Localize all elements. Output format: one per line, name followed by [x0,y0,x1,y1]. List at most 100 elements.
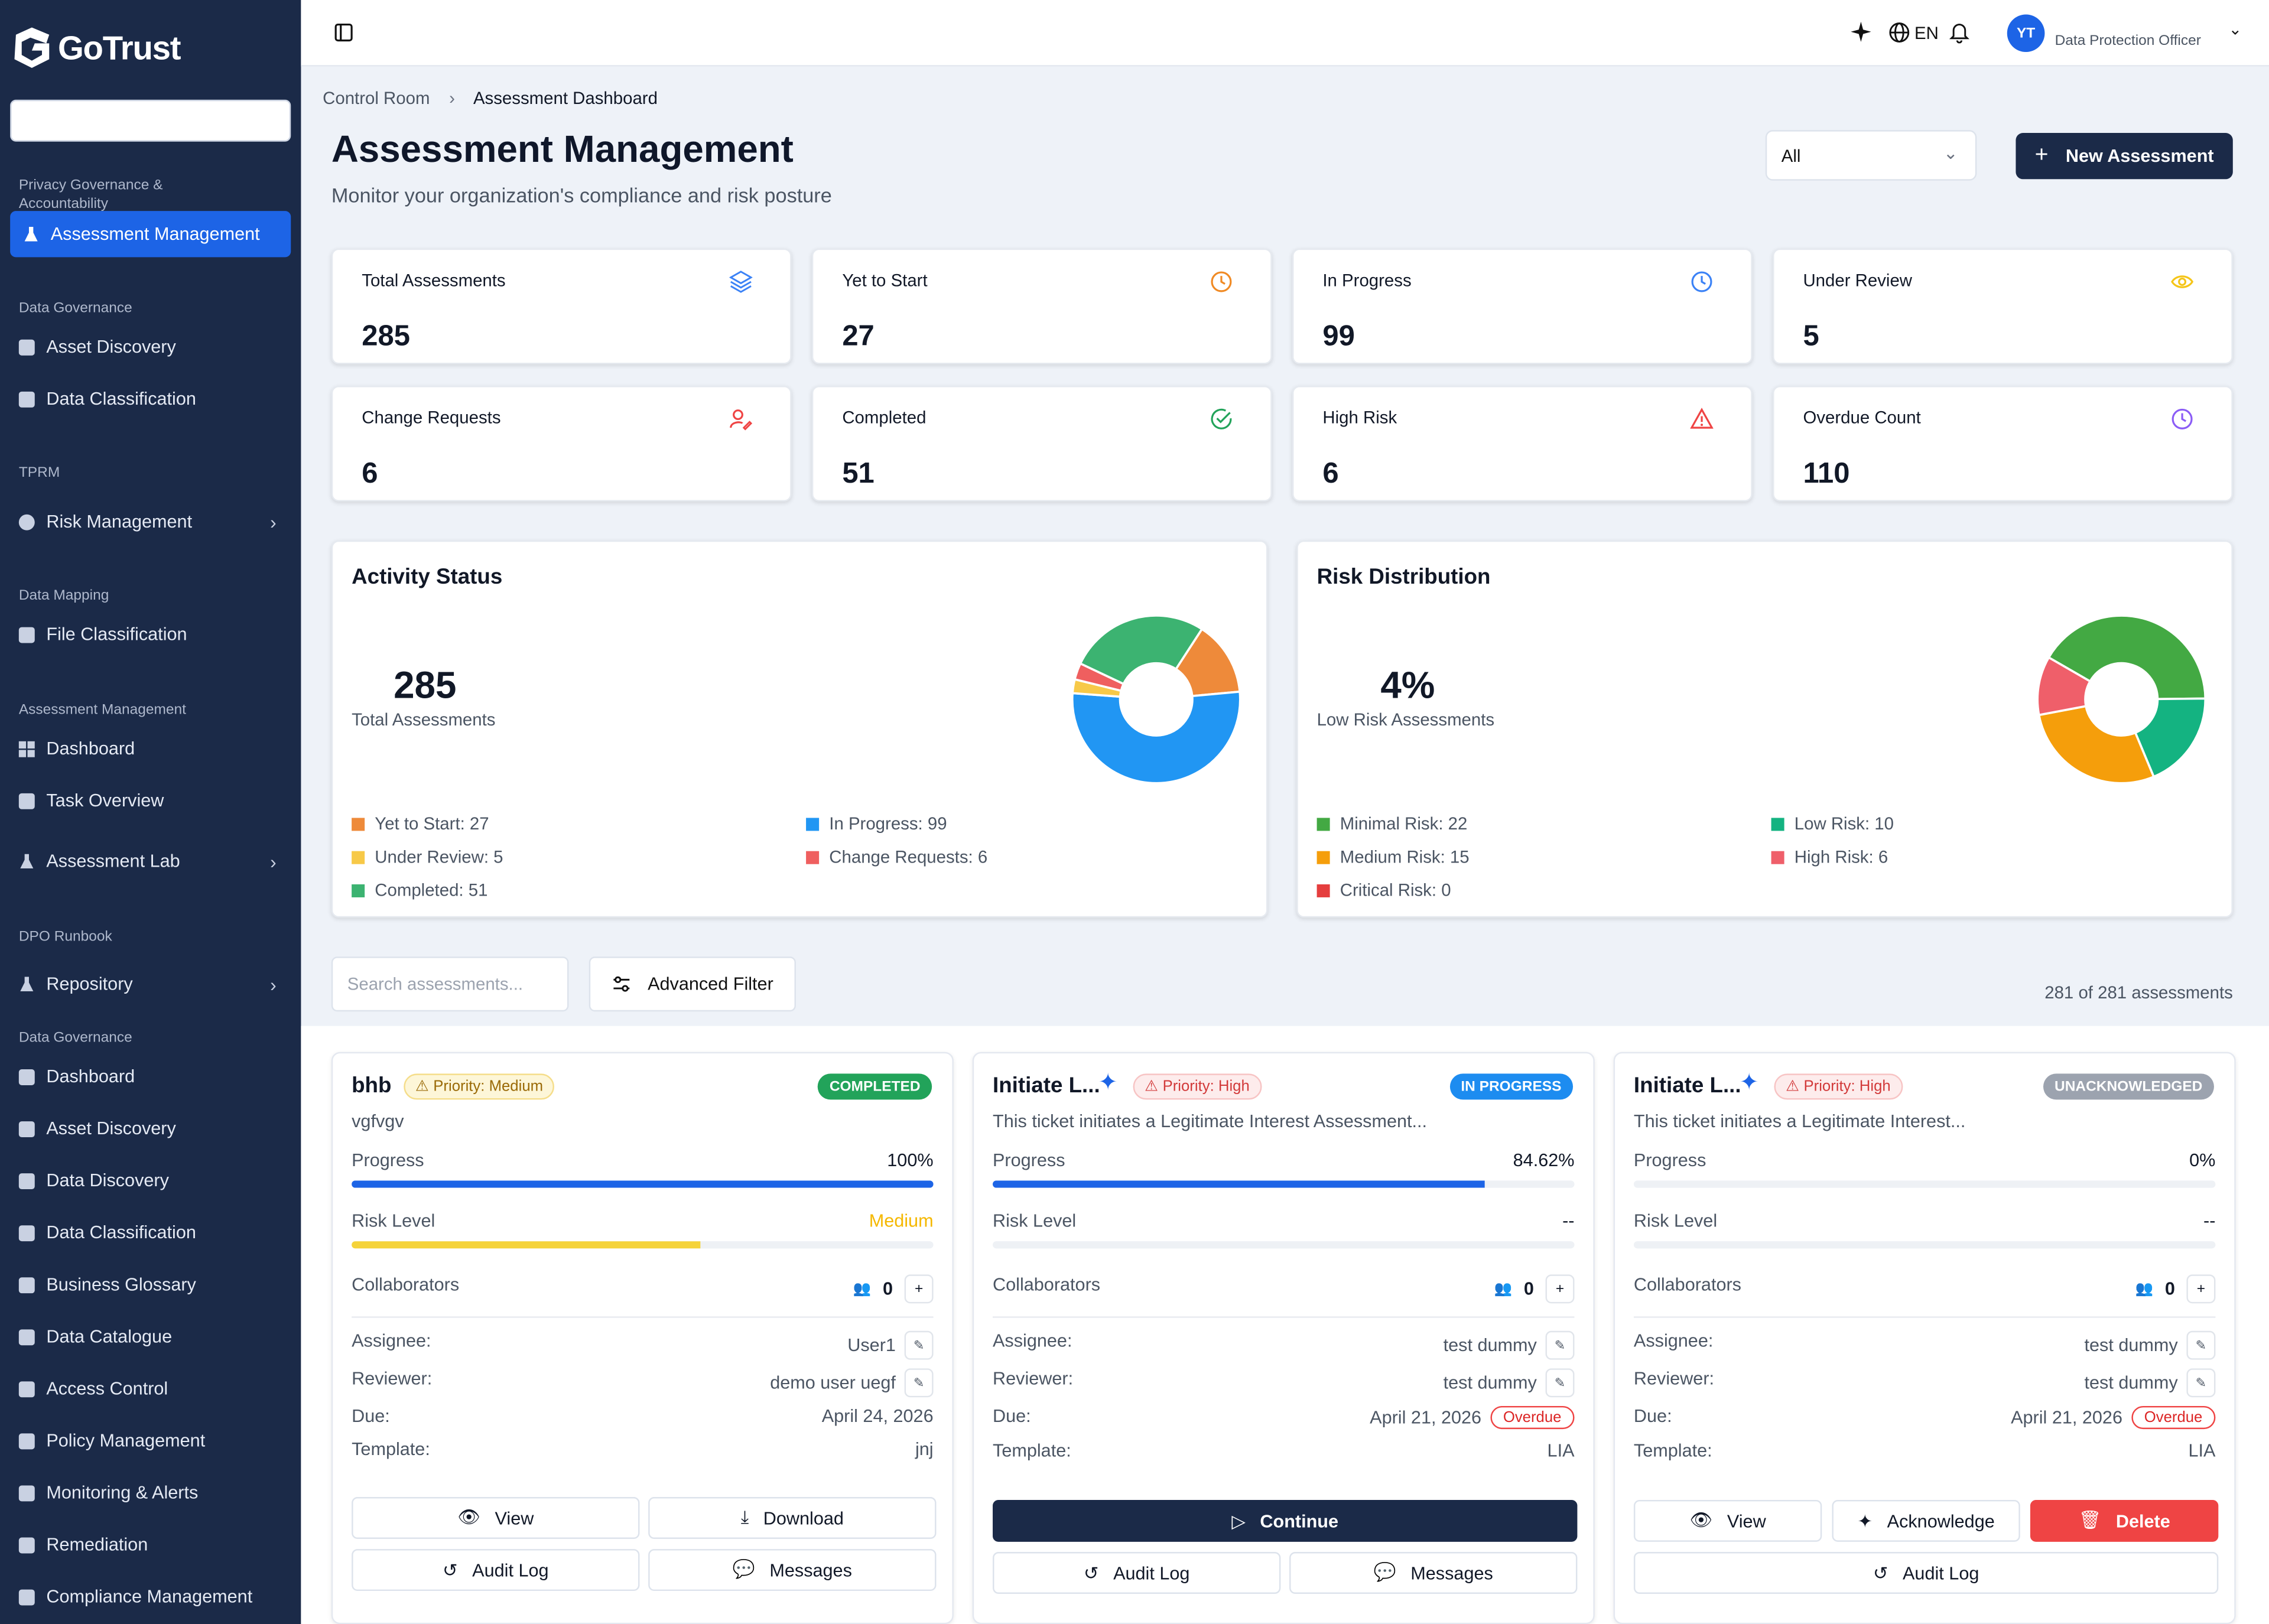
history-icon: ↺ [1873,1563,1888,1584]
view-button[interactable]: 👁 View [352,1497,640,1539]
sidebar-item-dg-asset-discovery[interactable]: Asset Discovery [18,1114,291,1143]
view-label: View [1727,1511,1766,1531]
assignee-label: Assignee: [352,1330,431,1352]
stat-card-total[interactable]: Total Assessments 285 [331,248,792,364]
sidebar-item-business-glossary[interactable]: Business Glossary [18,1270,291,1299]
language-selector[interactable]: EN [1914,23,1939,44]
sidebar-section-title: Privacy Governance & Accountability [18,177,163,213]
activity-slice-completed[interactable] [1078,614,1204,686]
sidebar-item-policy-management[interactable]: Policy Management [18,1426,291,1455]
stat-card-under-review[interactable]: Under Review 5 [1773,248,2233,364]
user-edit-icon: ✎ [1554,1375,1566,1389]
clock-icon [1691,271,1712,292]
advanced-filter-button[interactable]: Advanced Filter [589,956,796,1012]
breadcrumb-parent[interactable]: Control Room [323,88,430,109]
change-reviewer-button[interactable]: ✎ [904,1368,934,1398]
sidebar-item-dg-dashboard[interactable]: Dashboard [18,1062,291,1091]
chevron-down-icon[interactable]: ⌄ [2228,21,2242,40]
add-collaborator-button[interactable]: + [904,1274,934,1304]
stat-card-yet-to-start[interactable]: Yet to Start 27 [811,248,1272,364]
sidebar-item-remediation[interactable]: Remediation [18,1530,291,1559]
stat-card-in-progress[interactable]: In Progress 99 [1292,248,1753,364]
stat-card-high-risk[interactable]: High Risk 6 [1292,386,1753,502]
sidebar-toggle-icon[interactable] [334,23,353,42]
sidebar-item-risk-management[interactable]: Risk Management › [18,507,291,536]
sidebar-item-repository[interactable]: Repository › [19,969,291,998]
assessment-card[interactable]: Initiate L... ✦ ⚠ Priority: High IN PROGR… [972,1052,1595,1624]
sidebar-item-dg-data-classification[interactable]: Data Classification [18,1218,291,1247]
legend-item: Medium Risk: 15 [1316,847,1470,867]
sparkle-icon[interactable] [1849,20,1873,43]
audit-log-button[interactable]: ↺ Audit Log [1633,1552,2219,1594]
change-assignee-button[interactable]: ✎ [2186,1330,2216,1360]
acknowledge-button[interactable]: ✦ Acknowledge [1832,1499,2020,1542]
add-collaborator-button[interactable]: + [2186,1274,2216,1304]
risk-slice-low-risk[interactable] [2134,697,2207,779]
edit-icon [18,1433,35,1449]
globe-icon[interactable] [1888,22,1910,44]
change-reviewer-button[interactable]: ✎ [2186,1368,2216,1398]
messages-button[interactable]: 💬 Messages [1289,1552,1578,1594]
stat-card-completed[interactable]: Completed 51 [811,386,1272,502]
assessment-card[interactable]: bhb ⚠ Priority: Medium COMPLETED vgfvgv P… [331,1052,954,1624]
status-filter-select[interactable]: All ⌄ [1765,130,1977,181]
legend-label: Medium Risk: 15 [1340,847,1470,867]
sidebar-item-asset-discovery[interactable]: Asset Discovery [18,333,291,362]
activity-donut-chart[interactable] [1071,614,1241,785]
sidebar-item-assessment-management[interactable]: Assessment Management [10,211,291,258]
trash-icon: 🗑 [2078,1510,2102,1531]
assessment-card[interactable]: Initiate L... ✦ ⚠ Priority: High UNACKNOW… [1613,1052,2236,1624]
risk-label: Risk Level [352,1210,435,1231]
sidebar-search-input[interactable] [10,99,291,142]
sidebar-item-monitoring-alerts[interactable]: Monitoring & Alerts [18,1478,291,1507]
sidebar-item-dashboard[interactable]: Dashboard [18,734,291,763]
messages-button[interactable]: 💬 Messages [648,1549,937,1592]
continue-button[interactable]: ▷ Continue [993,1499,1578,1542]
user-plus-icon: + [1555,1281,1565,1297]
sidebar-item-access-control[interactable]: Access Control [18,1374,291,1403]
add-collaborator-button[interactable]: + [1545,1274,1575,1304]
sidebar-item-data-discovery[interactable]: Data Discovery [18,1166,291,1195]
legend-label: Under Review: 5 [375,847,503,867]
sidebar-item-task-overview[interactable]: Task Overview [18,786,291,815]
sidebar-item-file-classification[interactable]: File Classification [18,620,291,649]
priority-badge: ⚠ Priority: High [1133,1073,1262,1100]
edit-icon [18,1120,35,1137]
divider [1633,1316,2216,1318]
sidebar-item-label: Asset Discovery [46,1118,176,1139]
due-value: April 24, 2026 [821,1405,934,1427]
stat-card-change-requests[interactable]: Change Requests 6 [331,386,792,502]
brand-logo[interactable]: GoTrust [12,26,181,69]
sidebar-item-data-catalogue[interactable]: Data Catalogue [18,1322,291,1351]
change-assignee-button[interactable]: ✎ [904,1330,934,1360]
delete-button[interactable]: 🗑 Delete [2030,1499,2219,1542]
risk-slice-minimal-risk[interactable] [2047,614,2207,701]
assessment-search-input[interactable]: Search assessments... [331,956,569,1012]
risk-slice-high-risk[interactable] [2036,656,2092,717]
stat-card-overdue[interactable]: Overdue Count 110 [1773,386,2233,502]
view-button[interactable]: 👁 View [1633,1499,1822,1542]
change-reviewer-button[interactable]: ✎ [1545,1368,1575,1398]
audit-log-button[interactable]: ↺ Audit Log [993,1552,1281,1594]
risk-slice-medium-risk[interactable] [2037,705,2156,785]
audit-log-button[interactable]: ↺ Audit Log [352,1549,640,1592]
template-label: Template: [993,1440,1071,1461]
chevron-right-icon: › [270,510,277,533]
sliders-icon [613,976,629,992]
due-label: Due: [1633,1405,1672,1427]
risk-donut-chart[interactable] [2036,614,2207,785]
download-icon: ⤓ [740,1507,749,1528]
user-role[interactable]: Data Protection Officer [2055,33,2201,50]
download-button[interactable]: ⤓ Download [648,1497,937,1539]
bell-icon[interactable] [1949,22,1969,44]
sidebar-item-data-classification[interactable]: Data Classification [18,385,291,414]
chevron-right-icon: › [270,973,277,995]
divider [993,1316,1575,1318]
sidebar-section-title: TPRM [18,465,60,481]
new-assessment-button[interactable]: + New Assessment [2016,133,2233,180]
sidebar-item-assessment-lab[interactable]: Assessment Lab › [19,847,291,876]
sidebar-item-compliance-management[interactable]: Compliance Management [18,1582,291,1611]
change-assignee-button[interactable]: ✎ [1545,1330,1575,1360]
activity-slice-in-progress[interactable] [1071,690,1241,785]
avatar[interactable]: YT [2007,14,2045,53]
